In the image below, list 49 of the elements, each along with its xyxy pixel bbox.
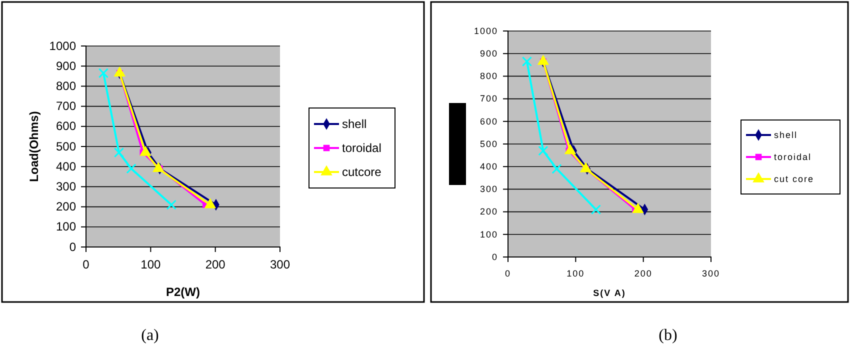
y-tick-label: 400	[480, 161, 498, 172]
point	[552, 164, 562, 174]
y-tick-label: 500	[480, 138, 498, 149]
y-tick-label: 700	[56, 99, 76, 114]
x-tick-label: 0	[82, 258, 90, 272]
x-tick-label: 200	[634, 268, 652, 278]
x-tick-label: 200	[205, 258, 226, 272]
x-tick-label: 300	[270, 258, 290, 272]
y-tick-label: 100	[480, 229, 498, 240]
legend-label: toroidal	[774, 152, 812, 162]
y-tick-label: 900	[56, 58, 76, 73]
x-tick-label: 0	[504, 268, 512, 278]
y-tick-label: 800	[56, 79, 76, 94]
y-tick-label: 100	[56, 220, 76, 234]
y-tick-label: 200	[480, 206, 498, 217]
y-tick-label: 1000	[49, 38, 76, 53]
y-tick-label: 900	[480, 48, 498, 58]
y-tick-label: 1000	[474, 26, 498, 36]
point	[166, 200, 176, 210]
x-tick-label: 300	[702, 268, 720, 278]
y-tick-label: 200	[56, 200, 76, 214]
point	[522, 56, 532, 67]
legend-label: toroidal	[342, 141, 382, 156]
y-tick-label: 300	[480, 184, 498, 194]
x-tick-label: 100	[140, 258, 161, 272]
point	[126, 164, 136, 174]
legend-label: shell	[774, 130, 798, 140]
y-tick-label: 300	[56, 180, 76, 194]
y-tick-label: 600	[56, 119, 76, 134]
y-tick-label: 0	[69, 240, 76, 254]
x-axis-title: P2(W)	[166, 285, 200, 299]
y-tick-label: 400	[56, 159, 76, 174]
y-axis-title: Load(Ohms)	[27, 111, 41, 182]
text: (a)	[141, 327, 159, 344]
y-tick-label: 600	[480, 116, 498, 126]
x-axis-title: S(V A)	[593, 288, 626, 298]
legend-label: shell	[342, 117, 367, 132]
x-tick-label: 100	[566, 268, 585, 278]
point	[538, 146, 548, 156]
text: (b)	[658, 327, 678, 344]
legend-label: cut core	[774, 174, 814, 184]
point	[590, 204, 602, 215]
legend-label: cutcore	[342, 165, 382, 180]
point	[98, 68, 109, 78]
y-tick-label: 500	[56, 139, 76, 154]
point	[114, 147, 124, 158]
y-tick-label: 700	[480, 94, 498, 104]
point	[580, 162, 592, 172]
y-tick-label: 800	[480, 71, 498, 82]
